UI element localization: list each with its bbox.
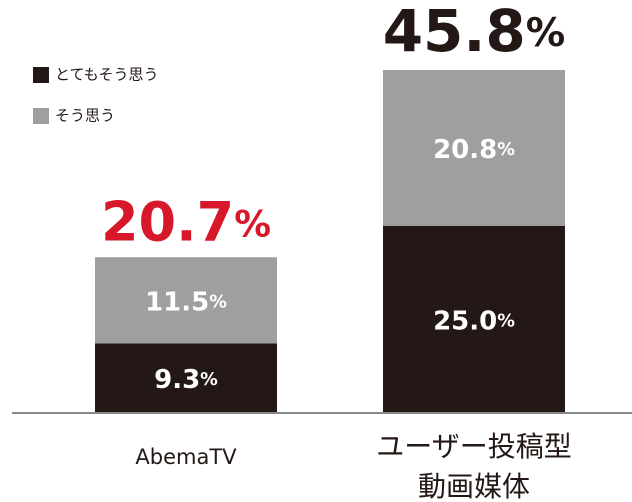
legend-swatch <box>33 67 49 83</box>
bar-segment <box>383 69 565 226</box>
legend-swatch <box>33 108 49 124</box>
legend-label: とてもそう思う <box>55 66 159 84</box>
category-label: AbemaTV <box>135 445 237 469</box>
value-label: 9.3% <box>154 365 218 395</box>
value-label: 25.0% <box>433 306 515 336</box>
category-label: ユーザー投稿型 動画媒体 <box>376 430 572 502</box>
total-label: 45.8% <box>383 0 566 65</box>
bar-segment <box>95 257 277 344</box>
bar-segment <box>95 343 277 413</box>
bar-segment <box>383 225 565 413</box>
value-label: 20.8% <box>433 134 515 164</box>
total-label: 20.7% <box>101 190 271 253</box>
value-label: 11.5% <box>145 287 227 317</box>
legend-label: そう思う <box>55 107 115 125</box>
